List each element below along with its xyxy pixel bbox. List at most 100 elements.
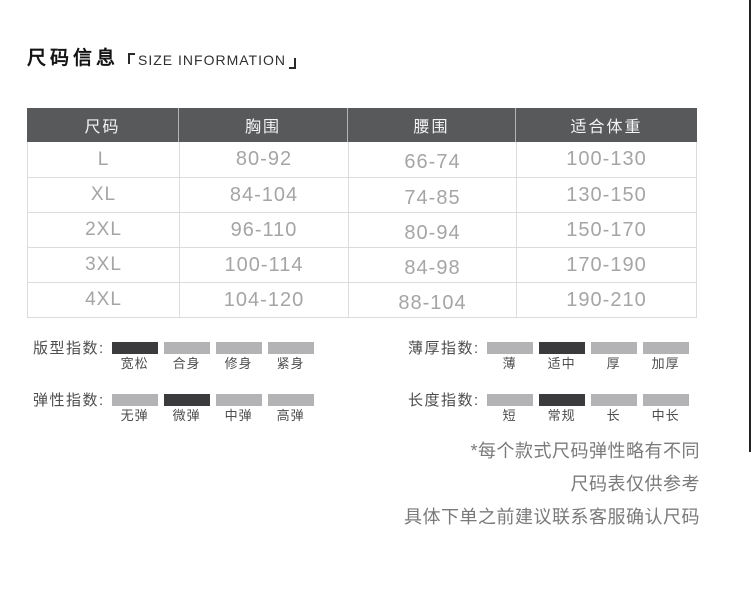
indicator-option: 无弹 — [111, 394, 158, 423]
size-table: 尺码 胸围 腰围 适合体重 L 80-92 66-74 100-130 XL 8… — [27, 108, 697, 318]
indicator-bar — [111, 394, 158, 406]
footer-notes: *每个款式尺码弹性略有不同 尺码表仅供参考 具体下单之前建议联系客服确认尺码 — [404, 442, 700, 541]
chest-cell: 100-114 — [179, 248, 348, 282]
weight-cell: 100-130 — [516, 142, 696, 177]
table-row: L 80-92 66-74 100-130 — [28, 142, 696, 177]
indicator-bar — [267, 342, 314, 354]
table-row: 2XL 96-110 80-94 150-170 — [28, 212, 696, 247]
indicator-option: 中长 — [642, 394, 689, 423]
indicator-bar — [590, 394, 637, 406]
header-cell-waist: 腰围 — [347, 108, 515, 142]
indicator-option-label: 加厚 — [651, 356, 680, 371]
indicator-option: 长 — [590, 394, 637, 423]
waist-value: 66-74 — [404, 151, 461, 173]
indicator-bar — [215, 394, 262, 406]
header-cell-weight: 适合体重 — [515, 108, 697, 142]
indicator-option: 合身 — [163, 342, 210, 371]
indicator-length: 长度指数: 短 常规 长 中长 — [408, 392, 695, 423]
indicator-bar — [111, 342, 158, 354]
indicator-bar — [163, 342, 210, 354]
indicator-option: 微弹 — [163, 394, 210, 423]
chest-cell: 96-110 — [179, 213, 348, 247]
chest-cell: 80-92 — [179, 142, 348, 177]
indicator-thickness-options: 薄 适中 厚 加厚 — [486, 342, 695, 371]
right-edge-border — [749, 0, 751, 452]
page-subtitle: SIZE INFORMATION — [138, 52, 286, 68]
indicator-fit-label: 版型指数: — [33, 340, 105, 357]
note-line: 具体下单之前建议联系客服确认尺码 — [404, 507, 700, 527]
indicator-option: 加厚 — [642, 342, 689, 371]
waist-value: 80-94 — [404, 221, 461, 244]
indicator-option-label: 高弹 — [276, 408, 305, 423]
indicator-option-label: 中长 — [651, 408, 680, 423]
indicator-option: 修身 — [215, 342, 262, 371]
indicator-option-label: 合身 — [172, 356, 201, 371]
waist-cell: 66-74 — [348, 142, 516, 177]
indicator-option-label: 修身 — [224, 356, 253, 371]
table-header-row: 尺码 胸围 腰围 适合体重 — [27, 108, 697, 142]
size-cell: 4XL — [85, 289, 122, 310]
size-cell: 3XL — [85, 254, 122, 275]
table-body: L 80-92 66-74 100-130 XL 84-104 74-85 13… — [27, 142, 697, 318]
indicator-length-options: 短 常规 长 中长 — [486, 394, 695, 423]
size-cell: XL — [90, 184, 117, 205]
indicator-option-label: 厚 — [606, 356, 621, 371]
indicator-bar — [267, 394, 314, 406]
indicator-option-label: 中弹 — [224, 408, 253, 423]
indicator-elasticity-label: 弹性指数: — [33, 392, 105, 409]
weight-cell: 150-170 — [516, 213, 696, 247]
indicator-bar — [642, 394, 689, 406]
indicator-option: 厚 — [590, 342, 637, 371]
indicator-fit-options: 宽松 合身 修身 紧身 — [111, 342, 320, 371]
waist-cell: 84-98 — [348, 248, 516, 282]
waist-value: 84-98 — [404, 256, 461, 279]
size-cell: 2XL — [85, 219, 122, 240]
weight-cell: 170-190 — [516, 248, 696, 282]
indicator-option-label: 薄 — [502, 356, 517, 371]
indicator-bar — [486, 342, 533, 354]
indicator-option-label: 长 — [606, 408, 621, 423]
indicator-option: 薄 — [486, 342, 533, 371]
indicator-bar — [163, 394, 210, 406]
indicator-option-label: 常规 — [547, 408, 576, 423]
indicator-option-label: 微弹 — [172, 408, 201, 423]
indicator-option-label: 紧身 — [276, 356, 305, 371]
indicator-option: 高弹 — [267, 394, 314, 423]
waist-value: 74-85 — [404, 186, 461, 209]
waist-cell: 80-94 — [348, 213, 516, 247]
indicator-bar — [642, 342, 689, 354]
weight-cell: 130-150 — [516, 178, 696, 212]
indicator-elasticity: 弹性指数: 无弹 微弹 中弹 高弹 — [33, 392, 320, 423]
indicator-bar — [215, 342, 262, 354]
waist-cell: 88-104 — [348, 283, 516, 317]
indicator-bar — [538, 394, 585, 406]
header-cell-chest: 胸围 — [178, 108, 347, 142]
indicator-fit: 版型指数: 宽松 合身 修身 紧身 — [33, 340, 320, 371]
indicator-option-label: 宽松 — [120, 356, 149, 371]
corner-bracket-right-icon — [288, 58, 296, 69]
waist-value: 88-104 — [398, 291, 467, 314]
indicator-option: 短 — [486, 394, 533, 423]
indicator-option-label: 无弹 — [120, 408, 149, 423]
indicator-option: 宽松 — [111, 342, 158, 371]
indicator-bar — [486, 394, 533, 406]
indicator-option-label: 短 — [502, 408, 517, 423]
note-line: 尺码表仅供参考 — [570, 474, 700, 494]
indicator-option-label: 适中 — [547, 356, 576, 371]
corner-bracket-left-icon — [128, 53, 136, 64]
chest-cell: 104-120 — [179, 283, 348, 317]
size-cell: L — [97, 148, 110, 170]
page-header: 尺码信息 SIZE INFORMATION — [27, 48, 296, 70]
indicator-option: 紧身 — [267, 342, 314, 371]
note-line: *每个款式尺码弹性略有不同 — [470, 441, 700, 461]
table-row: 3XL 100-114 84-98 170-190 — [28, 247, 696, 282]
indicator-bar — [538, 342, 585, 354]
indicator-length-label: 长度指数: — [408, 392, 480, 409]
page-title: 尺码信息 — [27, 48, 120, 69]
indicator-bar — [590, 342, 637, 354]
chest-cell: 84-104 — [179, 178, 348, 212]
indicator-option: 常规 — [538, 394, 585, 423]
header-cell-size: 尺码 — [84, 119, 121, 136]
indicator-thickness-label: 薄厚指数: — [408, 340, 480, 357]
